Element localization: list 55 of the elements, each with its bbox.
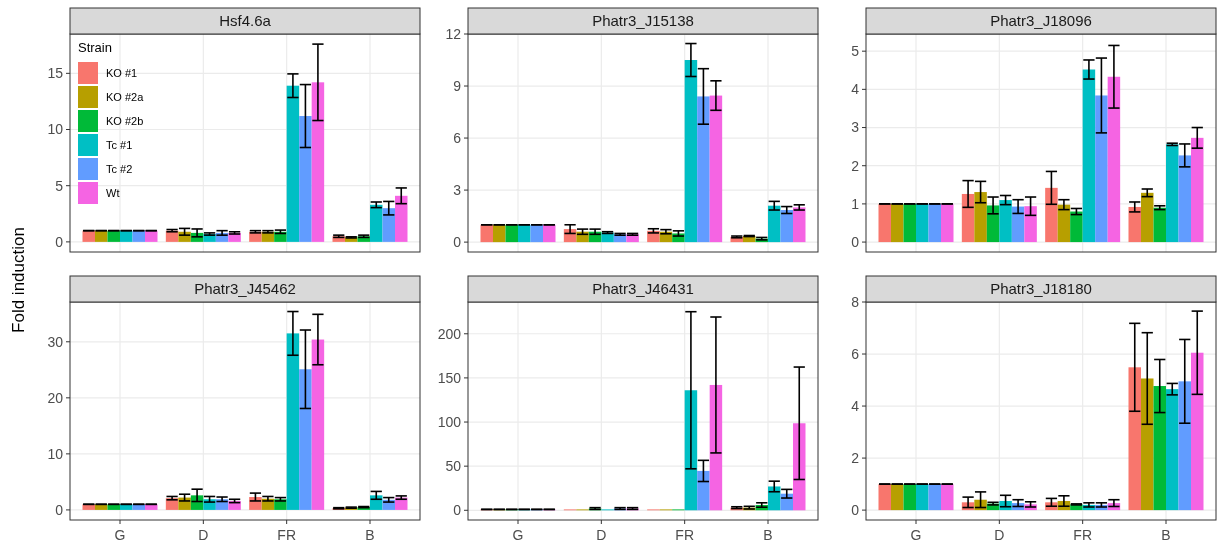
x-tick-label: G [512, 527, 524, 543]
y-tick-label: 50 [445, 458, 462, 475]
y-tick-label: 9 [453, 77, 462, 94]
y-tick-label: 100 [437, 413, 462, 430]
y-tick-label: 10 [47, 121, 64, 138]
y-tick-label: 6 [851, 345, 860, 362]
chart-title: Phatr3_J18096 [990, 12, 1092, 29]
y-tick-label: 2 [851, 157, 860, 174]
x-tick-label: D [198, 527, 209, 543]
y-tick-label: 1 [851, 195, 860, 212]
x-tick-label: B [365, 527, 375, 543]
legend-label: Tc #2 [106, 162, 133, 175]
y-tick-label: 15 [47, 65, 64, 82]
x-tick-label: G [114, 527, 126, 543]
y-tick-label: 4 [851, 81, 860, 98]
y-tick-label: 0 [851, 502, 860, 519]
legend-label: KO #1 [106, 66, 138, 79]
y-tick-label: 30 [47, 333, 64, 350]
y-tick-label: 8 [851, 293, 860, 310]
chart-title: Phatr3_J45462 [194, 280, 296, 297]
y-tick-label: 20 [47, 389, 64, 406]
y-tick-label: 0 [453, 502, 462, 519]
y-tick-label: 3 [851, 119, 860, 136]
legend-label: Tc #1 [106, 138, 133, 151]
x-tick-label: D [596, 527, 607, 543]
x-tick-label: G [910, 527, 922, 543]
y-tick-label: 150 [437, 369, 462, 386]
y-tick-label: 2 [851, 449, 860, 466]
chart-title: Phatr3_J15138 [592, 12, 694, 29]
y-tick-label: 0 [851, 233, 860, 250]
y-tick-label: 10 [47, 445, 64, 462]
y-tick-label: 5 [851, 43, 860, 60]
legend-label: Wt [106, 186, 120, 199]
chart-title: Phatr3_J46431 [592, 280, 694, 297]
y-tick-label: 3 [453, 181, 462, 198]
y-tick-label: 5 [55, 177, 64, 194]
x-tick-label: B [763, 527, 773, 543]
x-tick-label: FR [675, 527, 694, 543]
y-tick-label: 4 [851, 397, 860, 414]
y-axis-title: Fold induction [9, 227, 28, 333]
y-tick-label: 0 [55, 501, 64, 518]
y-tick-label: 12 [445, 25, 462, 42]
x-tick-label: D [994, 527, 1005, 543]
y-tick-label: 0 [453, 234, 462, 251]
chart-title: Hsf4.6a [219, 12, 272, 29]
legend-label: KO #2b [106, 114, 144, 127]
y-tick-label: 200 [437, 325, 462, 342]
x-tick-label: FR [277, 527, 296, 543]
legend-title: Strain [78, 40, 112, 55]
x-tick-label: B [1161, 527, 1171, 543]
y-tick-label: 6 [453, 129, 462, 146]
y-tick-label: 0 [55, 233, 64, 250]
legend-label: KO #2a [106, 90, 145, 103]
x-tick-label: FR [1073, 527, 1092, 543]
chart-title: Phatr3_J18180 [990, 280, 1092, 297]
